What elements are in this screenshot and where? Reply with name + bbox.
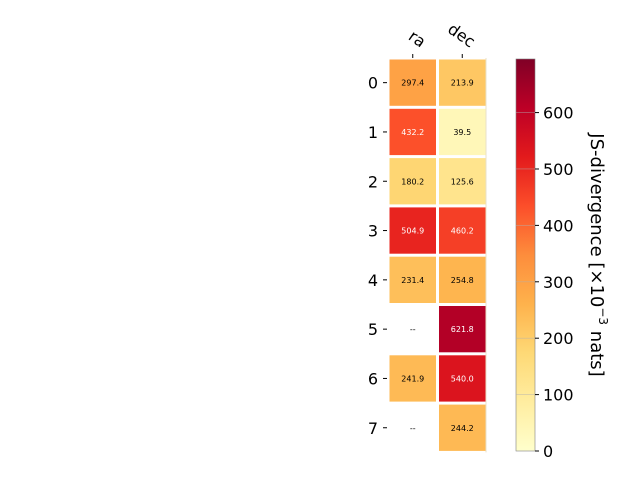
colorbar-label-unit: nats] <box>586 325 607 377</box>
row-label-5: 5 <box>368 320 378 339</box>
row-label-7: 7 <box>368 419 378 438</box>
heatmap-cell-5-dec <box>439 306 486 353</box>
cell-value-label: 504.9 <box>401 227 424 236</box>
colorbar: 0 100 200 300 400 500 600 <box>515 58 574 461</box>
row-label-0: 0 <box>368 74 378 93</box>
row-label-6: 6 <box>368 369 378 388</box>
cell-value-label: 297.4 <box>401 79 424 88</box>
row-label-1: 1 <box>368 123 378 142</box>
colorbar-label: JS-divergence [×10−3 nats] <box>586 132 610 376</box>
cell-value-label: 540.0 <box>451 374 474 383</box>
cell-missing-label: -- <box>410 325 416 334</box>
cell-value-label: 244.2 <box>451 424 474 433</box>
colorbar-tick-label: 200 <box>543 329 574 348</box>
colorbar-tick-label: 100 <box>543 386 574 405</box>
heatmap-cell-3-dec <box>439 207 486 254</box>
colorbar-gradient <box>515 58 536 452</box>
cell-value-label: 180.2 <box>401 177 424 186</box>
cell-value-label: 125.6 <box>451 177 474 186</box>
colorbar-tick-label: 0 <box>543 442 553 461</box>
cell-value-label: 432.2 <box>401 128 424 137</box>
cell-value-label: 460.2 <box>451 227 474 236</box>
heatmap-cell-4-ra <box>389 256 436 303</box>
heatmap-cell-1-dec <box>439 108 486 156</box>
heatmap-cells: 297.4 213.9 432.2 39.5 180.2 125.6 504.9 460.2 2… <box>389 58 487 453</box>
heatmap-cell-6-ra <box>389 355 436 402</box>
cell-value-label: 231.4 <box>401 276 424 285</box>
heatmap-cell-3-ra <box>389 207 436 254</box>
heatmap-cell-2-dec <box>439 158 486 205</box>
cell-value-label: 241.9 <box>401 374 424 383</box>
colorbar-label-exponent: −3 <box>596 307 610 325</box>
column-tick-labels: ra dec <box>405 19 479 58</box>
heatmap-cell-7-dec <box>439 404 486 451</box>
heatmap-cell-6-dec <box>439 355 486 402</box>
cell-missing-label: -- <box>410 424 416 433</box>
colorbar-tick-label: 300 <box>543 273 574 292</box>
row-label-2: 2 <box>368 172 378 191</box>
cell-value-label: 213.9 <box>451 79 474 88</box>
heatmap-cell-4-dec <box>439 256 486 303</box>
cell-value-label: 39.5 <box>453 128 471 137</box>
heatmap-cell-1-ra <box>389 108 436 156</box>
heatmap-cell-0-ra <box>389 59 436 106</box>
column-label-dec: dec <box>444 19 478 51</box>
row-tick-labels: 0 1 2 3 4 5 6 7 <box>368 74 387 438</box>
colorbar-tick-label: 600 <box>543 104 574 123</box>
colorbar-tick-label: 500 <box>543 160 574 179</box>
row-label-3: 3 <box>368 222 378 241</box>
row-label-4: 4 <box>368 271 378 290</box>
heatmap-cell-2-ra <box>389 158 436 205</box>
cell-value-label: 621.8 <box>451 325 474 334</box>
colorbar-tick-label: 400 <box>543 216 574 235</box>
cell-value-label: 254.8 <box>451 276 474 285</box>
column-label-ra: ra <box>405 26 429 51</box>
heatmap-cell-0-dec <box>439 59 486 106</box>
